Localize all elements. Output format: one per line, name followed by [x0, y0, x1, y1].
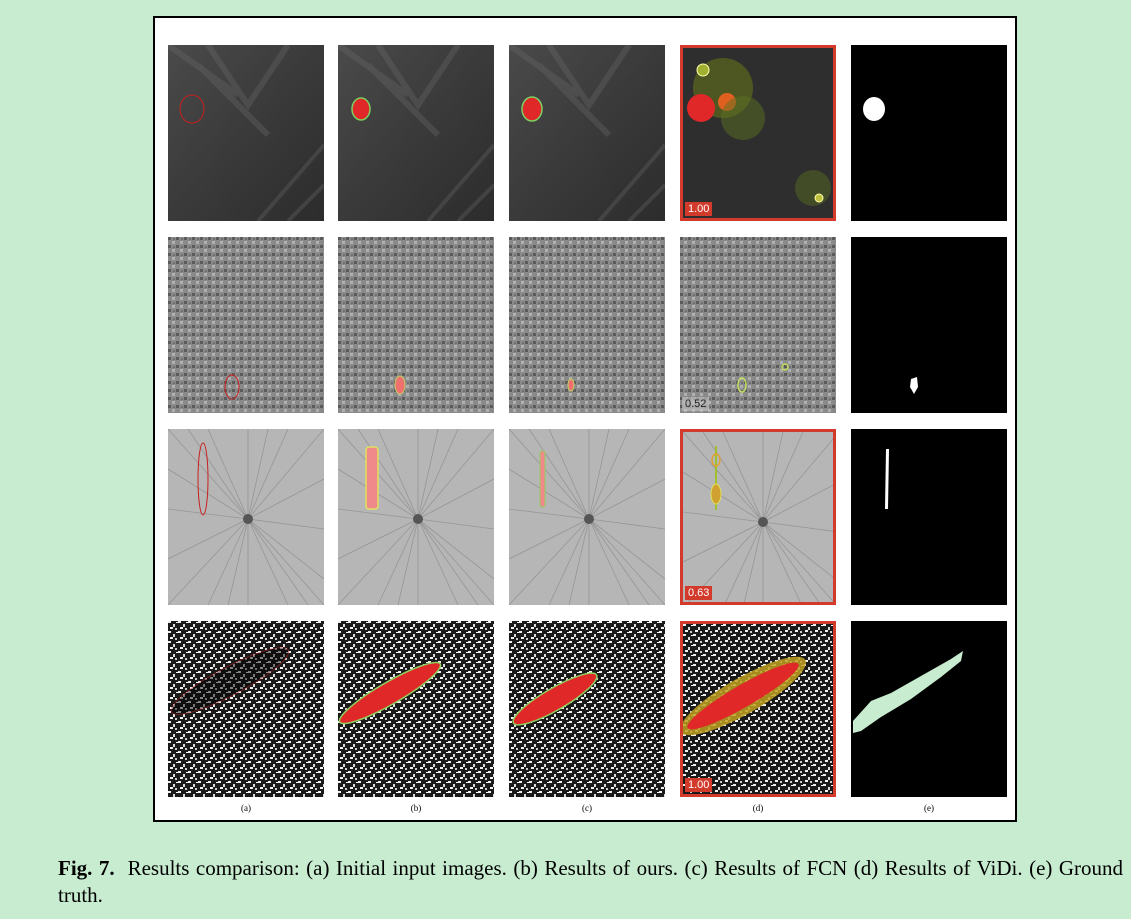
panel-r4-ground-truth — [851, 621, 1007, 797]
figure-caption: Fig. 7. Results comparison: (a) Initial … — [58, 855, 1123, 909]
panel-r2-ground-truth — [851, 237, 1007, 413]
panel-r4-vidi: 1.00 — [680, 621, 836, 797]
panel-r3-vidi: 0.63 — [680, 429, 836, 605]
column-label-a: (a) — [241, 803, 251, 813]
panel-r2-ours — [338, 237, 494, 413]
panel-r2-vidi: 0.52 — [680, 237, 836, 413]
column-label-b: (b) — [410, 803, 422, 813]
panel-r3-fcn — [509, 429, 665, 605]
vidi-score-badge: 0.52 — [682, 397, 710, 411]
panel-r2-fcn — [509, 237, 665, 413]
panel-r1-ours — [338, 45, 494, 221]
panel-r1-fcn — [509, 45, 665, 221]
panel-r3-ground-truth — [851, 429, 1007, 605]
vidi-score-badge: 1.00 — [685, 778, 713, 792]
panel-r1-input — [168, 45, 324, 221]
panel-r3-ours — [338, 429, 494, 605]
panel-r4-input — [168, 621, 324, 797]
panel-r3-input — [168, 429, 324, 605]
column-label-d: (d) — [752, 803, 764, 813]
caption-label: Fig. 7. — [58, 856, 115, 880]
column-label-c: (c) — [582, 803, 592, 813]
figure-frame: 1.00 — [153, 16, 1017, 822]
vidi-score-badge: 1.00 — [685, 202, 713, 216]
panel-r4-ours — [338, 621, 494, 797]
vidi-score-badge: 0.63 — [685, 586, 713, 600]
caption-text: Results comparison: (a) Initial input im… — [58, 856, 1124, 907]
panel-r2-input — [168, 237, 324, 413]
panel-r1-ground-truth — [851, 45, 1007, 221]
column-label-e: (e) — [924, 803, 934, 813]
panel-r4-fcn — [509, 621, 665, 797]
panel-r1-vidi: 1.00 — [680, 45, 836, 221]
